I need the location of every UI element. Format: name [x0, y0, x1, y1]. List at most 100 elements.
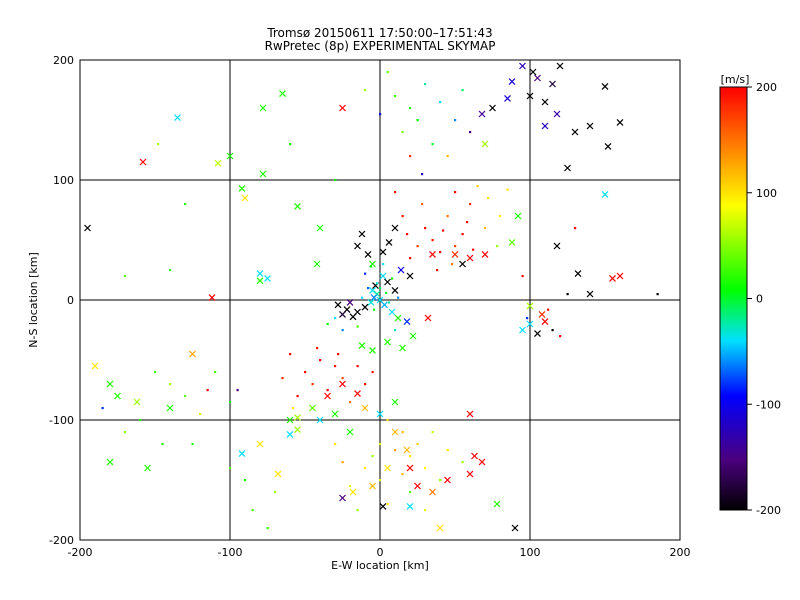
scatter-cross	[616, 118, 624, 126]
scatter-dot	[379, 443, 382, 446]
scatter-cross	[444, 476, 451, 484]
scatter-dot	[157, 143, 160, 146]
scatter-cross	[349, 313, 357, 321]
scatter-cross	[226, 152, 234, 160]
scatter-cross	[564, 164, 571, 172]
scatter-cross	[238, 450, 246, 458]
scatter-cross	[354, 242, 361, 250]
scatter-cross	[571, 128, 579, 136]
scatter-cross	[133, 398, 141, 406]
scatter-cross	[586, 290, 594, 298]
scatter-cross	[403, 446, 411, 454]
scatter-dot	[326, 389, 329, 392]
scatter-cross	[256, 440, 264, 448]
scatter-dot	[139, 419, 142, 422]
scatter-cross	[414, 482, 421, 490]
scatter-dot	[289, 143, 292, 146]
scatter-dot	[472, 248, 475, 251]
scatter-dot	[439, 479, 442, 482]
scatter-cross	[391, 286, 399, 294]
scatter-cross	[264, 274, 271, 282]
scatter-cross	[466, 470, 474, 478]
scatter-cross	[504, 94, 511, 102]
scatter-cross	[379, 272, 387, 280]
scatter-cross	[144, 464, 151, 472]
scatter-dot	[356, 325, 359, 328]
scatter-cross	[541, 318, 549, 326]
scatter-dot	[169, 383, 172, 386]
scatter-dot	[506, 188, 509, 191]
scatter-dot	[401, 431, 404, 434]
scatter-cross	[331, 410, 339, 418]
scatter-dot	[461, 461, 464, 464]
colorbar-label: [m/s]	[721, 73, 750, 86]
scatter-cross	[394, 314, 402, 322]
scatter-cross	[409, 332, 417, 340]
scatter-points	[84, 62, 659, 532]
scatter-cross	[376, 410, 384, 418]
scatter-dot	[656, 293, 659, 296]
scatter-dot	[559, 335, 562, 338]
scatter-cross	[256, 270, 264, 278]
scatter-dot	[124, 431, 127, 434]
scatter-cross	[549, 80, 556, 88]
scatter-dot	[341, 329, 344, 332]
scatter-cross	[84, 224, 91, 232]
scatter-dot	[484, 227, 487, 230]
scatter-cross	[429, 488, 436, 496]
scatter-dot	[454, 245, 457, 248]
scatter-dot	[394, 95, 397, 98]
scatter-dot	[364, 467, 367, 470]
y-tick-label: -200	[49, 534, 74, 547]
scatter-dot	[401, 131, 404, 134]
x-tick-label: 100	[520, 546, 541, 559]
scatter-cross	[208, 294, 216, 302]
scatter-dot	[379, 113, 382, 116]
scatter-cross	[471, 452, 478, 460]
scatter-dot	[469, 203, 472, 206]
x-tick-label: 0	[377, 546, 384, 559]
scatter-dot	[521, 275, 524, 278]
y-tick-label: 0	[67, 294, 74, 307]
scatter-cross	[519, 62, 526, 70]
x-tick-label: -100	[218, 546, 243, 559]
chart-subtitle: RwPretec (8p) EXPERIMENTAL SKYMAP	[264, 39, 496, 53]
colorbar: [m/s] 200 100 0 -100 -200	[719, 73, 781, 517]
scatter-cross	[526, 320, 534, 328]
scatter-cross	[511, 524, 519, 532]
colorbar-tick-label: 100	[756, 187, 777, 200]
scatter-dot	[421, 203, 424, 206]
scatter-dot	[409, 155, 412, 158]
scatter-dot	[461, 233, 464, 236]
scatter-cross	[349, 488, 357, 496]
scatter-cross	[369, 286, 376, 294]
scatter-cross	[259, 104, 267, 112]
scatter-cross	[406, 502, 414, 510]
scatter-dot	[382, 263, 385, 266]
scatter-dot	[451, 263, 454, 266]
scatter-cross	[339, 104, 346, 112]
scatter-dot	[566, 293, 569, 296]
scatter-cross	[601, 82, 609, 90]
scatter-dot	[416, 443, 419, 446]
scatter-dot	[292, 407, 295, 410]
scatter-dot	[436, 269, 439, 272]
scatter-dot	[334, 179, 337, 182]
scatter-dot	[169, 269, 172, 272]
scatter-dot	[184, 203, 187, 206]
scatter-dot	[386, 71, 389, 74]
x-axis-label: E-W location [km]	[331, 559, 429, 572]
scatter-dot	[349, 401, 352, 404]
scatter-dot	[409, 455, 412, 458]
scatter-cross	[519, 326, 526, 334]
scatter-cross	[339, 310, 346, 318]
scatter-dot	[466, 221, 469, 224]
scatter-dot	[499, 215, 502, 218]
scatter-dot	[388, 301, 391, 304]
scatter-cross	[286, 430, 294, 438]
scatter-dot	[229, 467, 232, 470]
scatter-cross	[294, 202, 301, 210]
scatter-dot	[236, 389, 239, 392]
scatter-dot	[367, 287, 370, 290]
scatter-dot	[424, 467, 427, 470]
